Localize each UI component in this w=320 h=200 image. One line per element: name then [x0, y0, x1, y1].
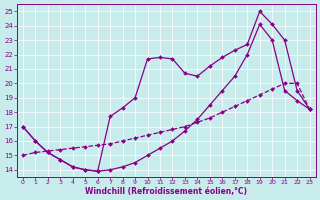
X-axis label: Windchill (Refroidissement éolien,°C): Windchill (Refroidissement éolien,°C) [85, 187, 247, 196]
